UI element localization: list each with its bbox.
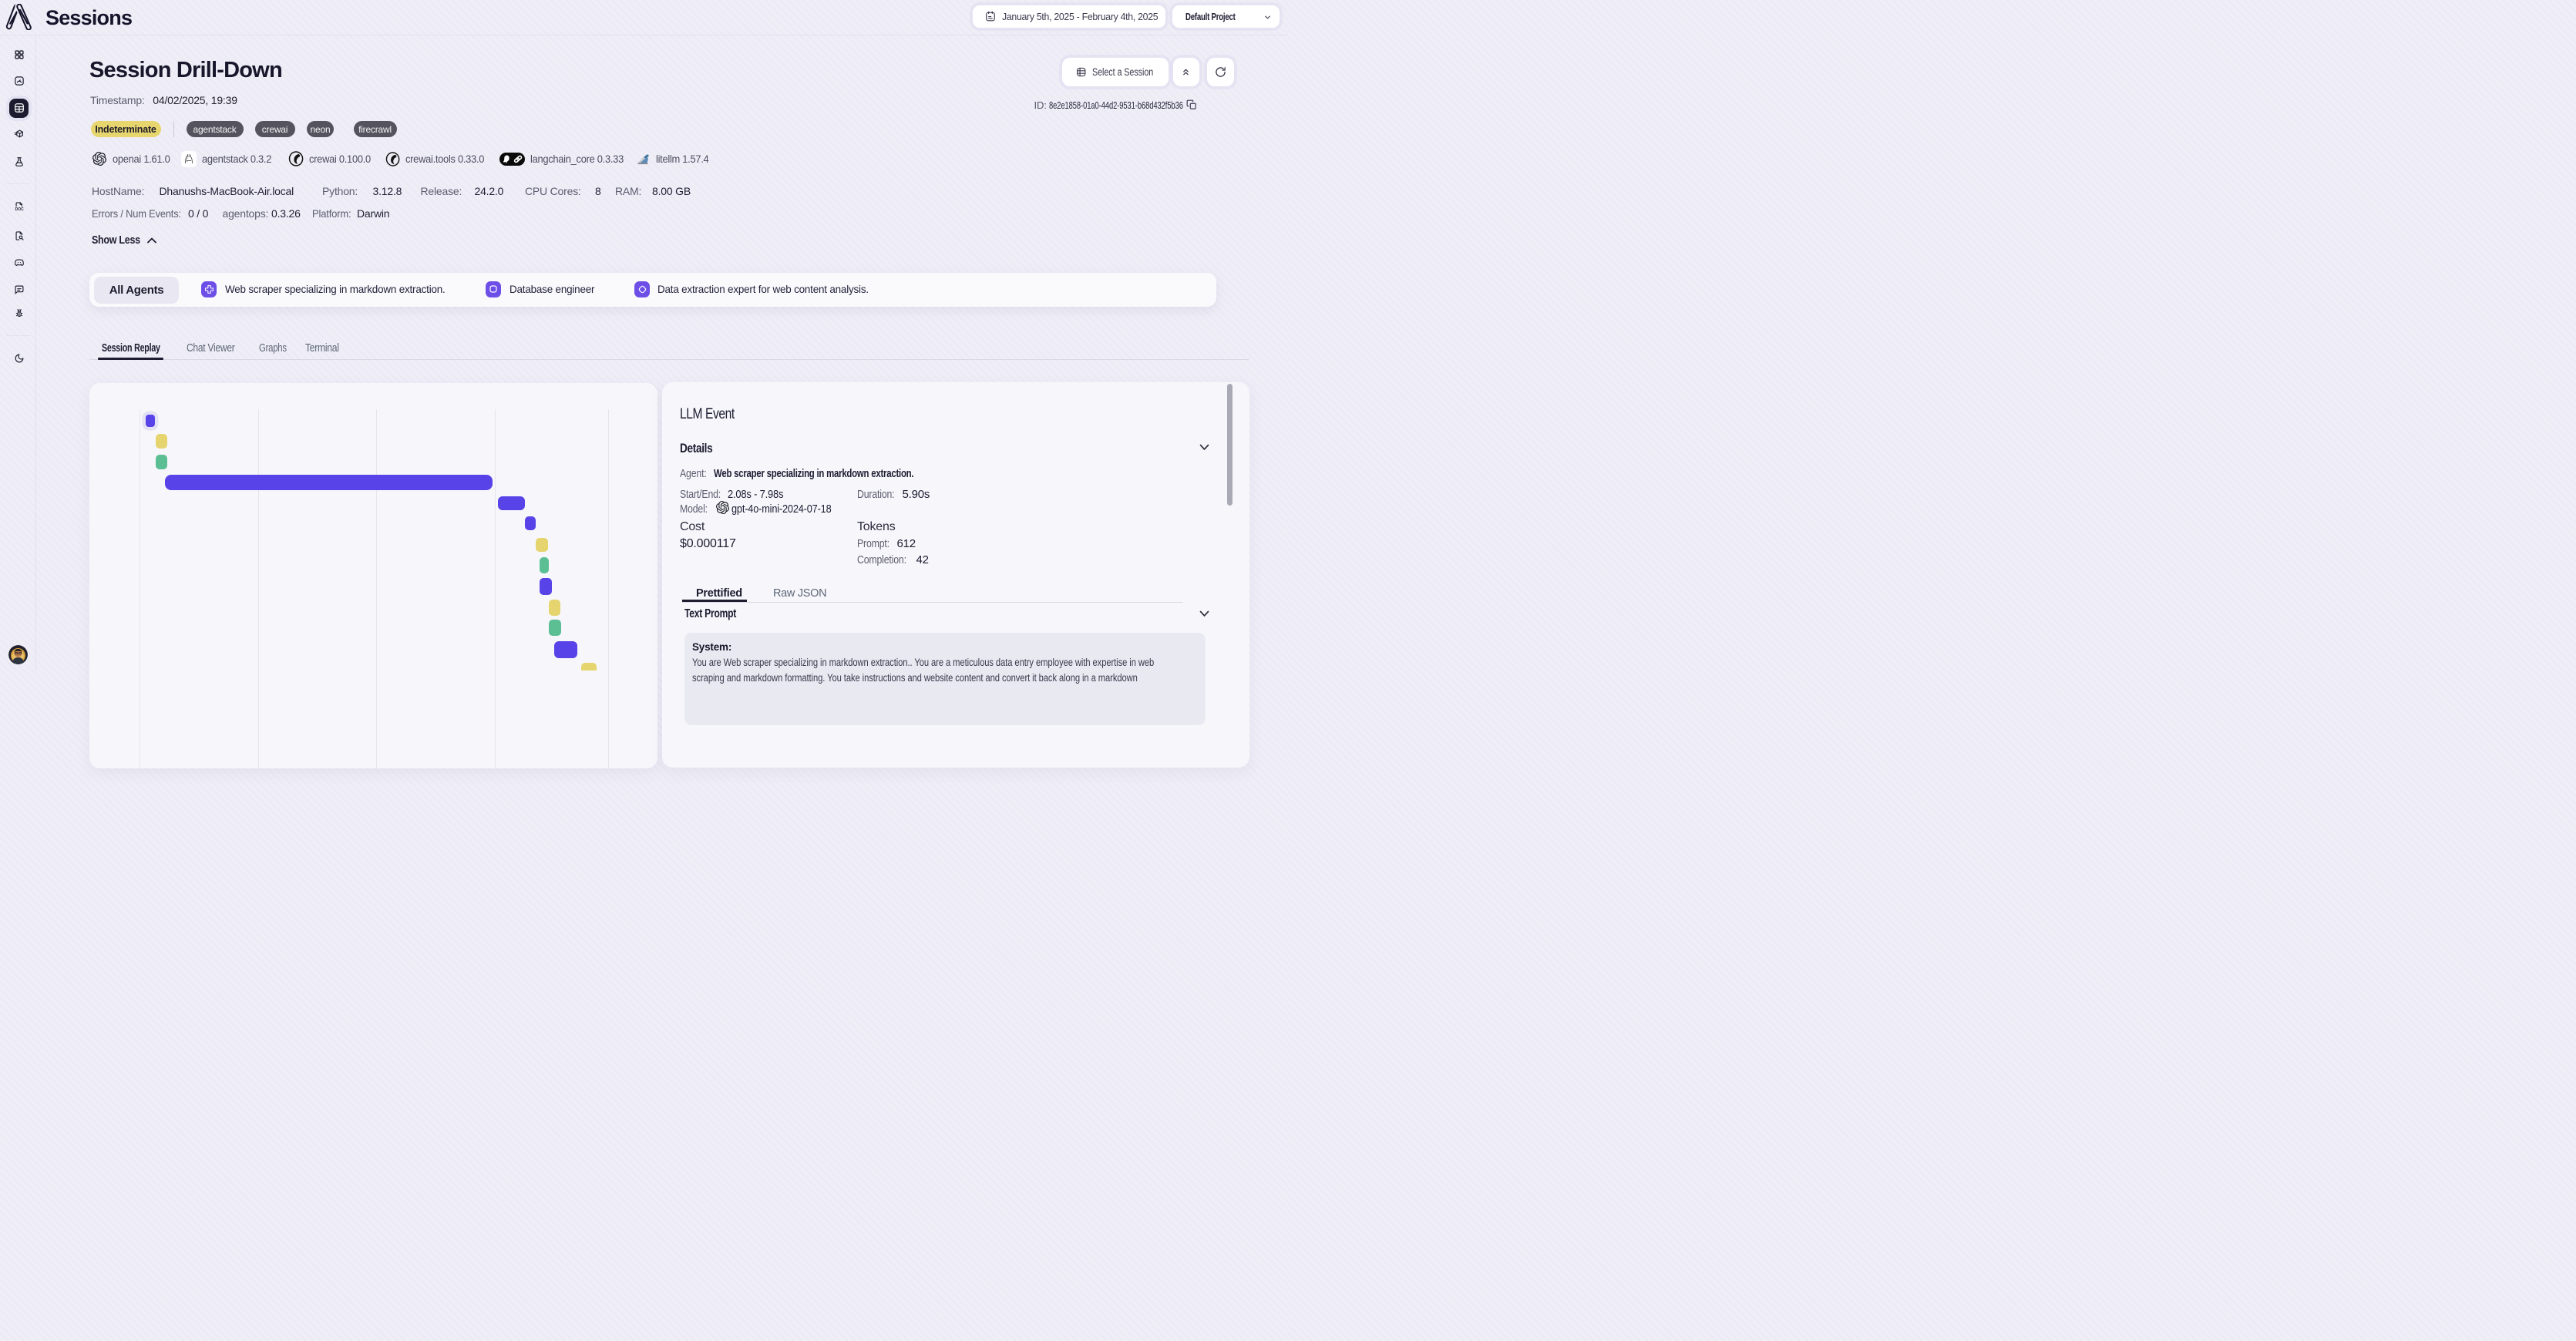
svg-text:/|\\: /|\\ [185, 157, 189, 160]
svg-text:DOC: DOC [15, 207, 23, 212]
svg-text:/_|: /_| [184, 159, 187, 161]
svg-text:|=|: |=| [185, 160, 187, 163]
svg-text:/\\: /\\ [185, 156, 188, 158]
